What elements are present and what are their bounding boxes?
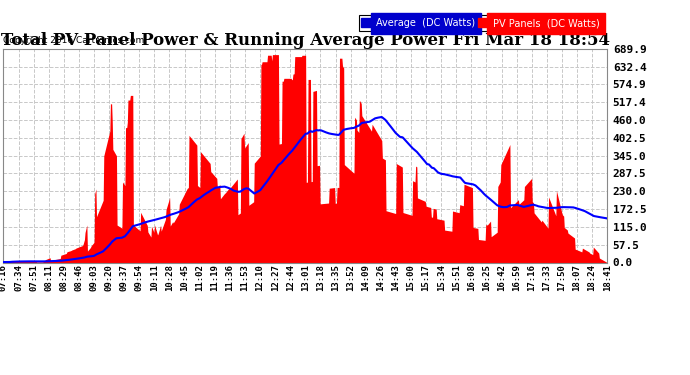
Legend: Average  (DC Watts), PV Panels  (DC Watts): Average (DC Watts), PV Panels (DC Watts) (359, 15, 602, 31)
Title: Total PV Panel Power & Running Average Power Fri Mar 18 18:54: Total PV Panel Power & Running Average P… (1, 32, 610, 49)
Text: Copyright 2016 Cartronics.com: Copyright 2016 Cartronics.com (3, 36, 145, 45)
